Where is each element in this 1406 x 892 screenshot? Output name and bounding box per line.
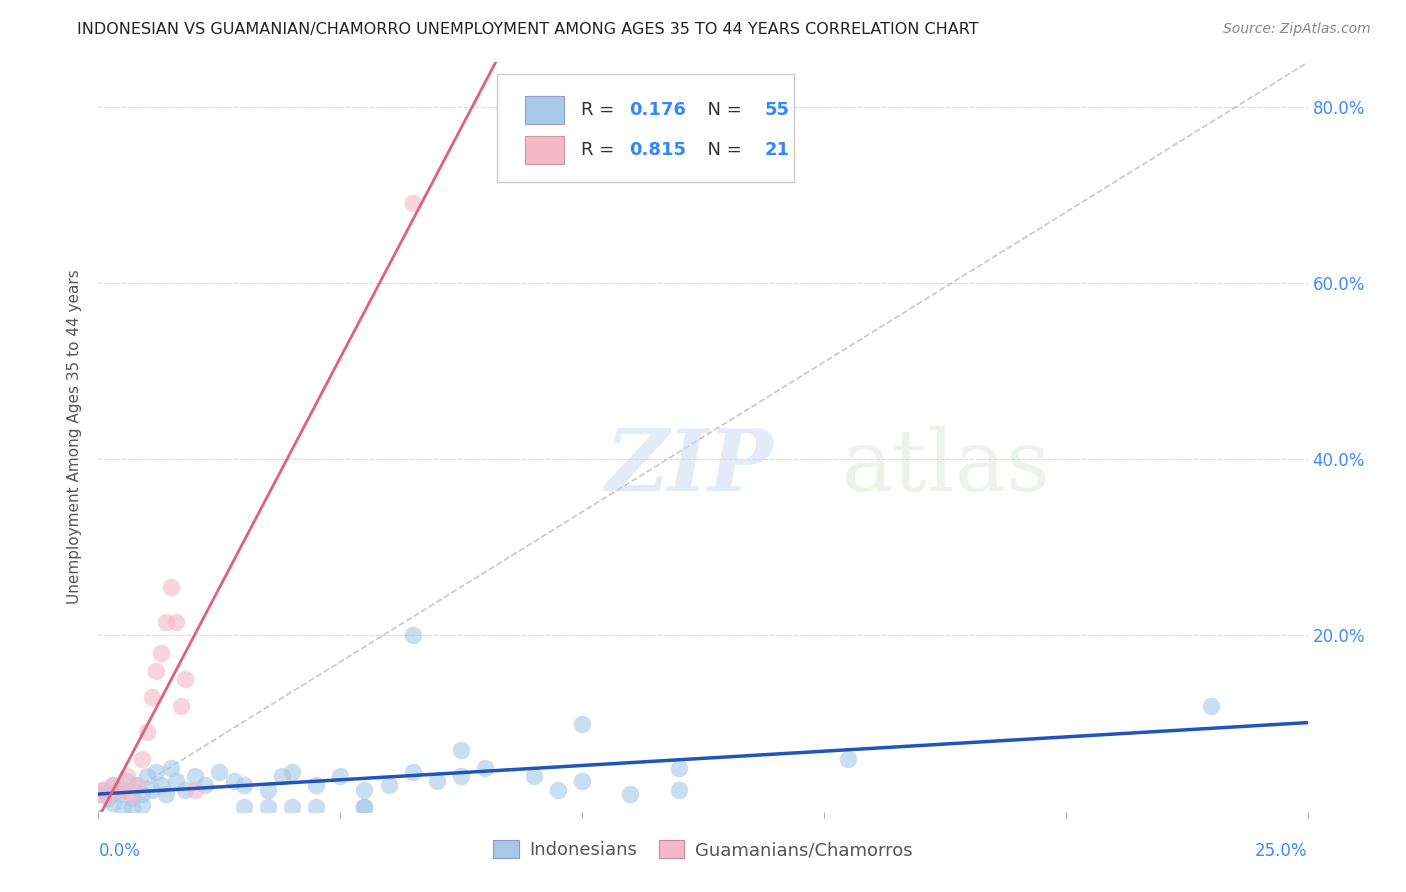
Point	[353, 782, 375, 797]
Text: N =: N =	[696, 141, 747, 160]
Point	[619, 787, 641, 801]
Point	[111, 782, 134, 797]
Point	[155, 615, 177, 630]
Point	[117, 769, 139, 783]
Text: 21: 21	[765, 141, 790, 160]
Point	[426, 773, 449, 788]
Point	[150, 778, 173, 792]
Point	[131, 752, 153, 766]
Point	[281, 800, 304, 814]
Point	[668, 761, 690, 775]
Y-axis label: Unemployment Among Ages 35 to 44 years: Unemployment Among Ages 35 to 44 years	[67, 269, 83, 605]
Point	[131, 787, 153, 801]
Point	[141, 782, 163, 797]
Text: Source: ZipAtlas.com: Source: ZipAtlas.com	[1223, 22, 1371, 37]
Point	[271, 769, 294, 783]
Point	[141, 690, 163, 705]
Point	[1199, 698, 1222, 713]
Text: 0.815: 0.815	[630, 141, 686, 160]
Text: 55: 55	[765, 101, 790, 119]
Point	[174, 673, 197, 687]
Point	[208, 765, 231, 780]
Point	[117, 773, 139, 788]
Point	[353, 800, 375, 814]
Point	[107, 782, 129, 797]
Point	[402, 196, 425, 211]
Point	[111, 782, 134, 797]
Text: ZIP: ZIP	[606, 425, 775, 508]
Point	[165, 615, 187, 630]
Point	[232, 778, 254, 792]
Point	[232, 800, 254, 814]
Point	[101, 778, 124, 792]
Point	[571, 773, 593, 788]
Point	[121, 791, 143, 805]
Point	[101, 778, 124, 792]
FancyBboxPatch shape	[498, 74, 793, 182]
Point	[97, 787, 120, 801]
Point	[377, 778, 399, 792]
Text: atlas: atlas	[842, 425, 1052, 508]
Point	[87, 787, 110, 801]
Point	[135, 725, 157, 739]
Point	[91, 782, 114, 797]
Point	[145, 664, 167, 678]
Text: 0.176: 0.176	[630, 101, 686, 119]
Point	[121, 800, 143, 814]
Point	[222, 773, 245, 788]
Point	[184, 769, 207, 783]
Point	[402, 765, 425, 780]
Text: R =: R =	[581, 101, 620, 119]
Point	[107, 787, 129, 801]
Point	[523, 769, 546, 783]
Point	[194, 778, 217, 792]
Point	[145, 765, 167, 780]
Text: R =: R =	[581, 141, 620, 160]
Point	[111, 802, 134, 816]
Point	[305, 778, 328, 792]
Point	[165, 773, 187, 788]
Point	[281, 765, 304, 780]
Text: 25.0%: 25.0%	[1256, 842, 1308, 860]
Point	[305, 800, 328, 814]
Point	[571, 716, 593, 731]
Text: INDONESIAN VS GUAMANIAN/CHAMORRO UNEMPLOYMENT AMONG AGES 35 TO 44 YEARS CORRELAT: INDONESIAN VS GUAMANIAN/CHAMORRO UNEMPLO…	[77, 22, 979, 37]
Point	[547, 782, 569, 797]
Point	[127, 778, 149, 792]
Point	[353, 800, 375, 814]
Text: 0.0%: 0.0%	[98, 842, 141, 860]
Point	[160, 580, 183, 594]
Point	[121, 787, 143, 801]
Point	[150, 646, 173, 660]
Point	[837, 752, 859, 766]
Point	[127, 778, 149, 792]
Point	[474, 761, 496, 775]
Text: N =: N =	[696, 101, 747, 119]
Point	[169, 698, 191, 713]
FancyBboxPatch shape	[526, 95, 564, 124]
Point	[329, 769, 352, 783]
FancyBboxPatch shape	[526, 136, 564, 164]
Point	[101, 796, 124, 810]
Point	[155, 787, 177, 801]
Point	[160, 761, 183, 775]
Point	[450, 743, 472, 757]
Point	[87, 787, 110, 801]
Point	[450, 769, 472, 783]
Point	[97, 791, 120, 805]
Point	[256, 800, 278, 814]
Point	[91, 782, 114, 797]
Point	[256, 782, 278, 797]
Point	[668, 782, 690, 797]
Point	[135, 769, 157, 783]
Point	[402, 628, 425, 642]
Point	[184, 782, 207, 797]
Point	[174, 782, 197, 797]
Point	[131, 797, 153, 812]
Legend: Indonesians, Guamanians/Chamorros: Indonesians, Guamanians/Chamorros	[486, 833, 920, 866]
